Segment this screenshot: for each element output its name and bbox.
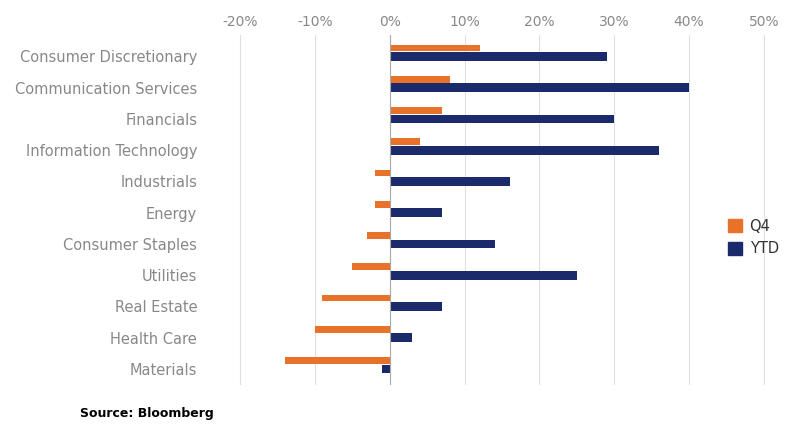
Bar <box>353 263 390 270</box>
Bar <box>367 232 390 239</box>
Bar <box>375 201 390 208</box>
Bar <box>390 333 412 342</box>
Legend: Q4, YTD: Q4, YTD <box>722 213 785 262</box>
Bar <box>390 83 689 92</box>
Bar <box>375 170 390 176</box>
Bar <box>390 45 479 51</box>
Bar <box>390 240 494 248</box>
Bar <box>322 295 390 301</box>
Bar <box>390 76 450 83</box>
Bar <box>390 177 510 186</box>
Bar <box>390 138 420 145</box>
Bar <box>390 52 606 61</box>
Bar <box>390 107 442 114</box>
Bar <box>390 271 577 280</box>
Bar <box>390 146 659 155</box>
Bar <box>382 365 390 373</box>
Bar <box>315 326 390 333</box>
Bar <box>390 302 442 311</box>
Bar <box>390 115 614 123</box>
Bar <box>390 208 442 217</box>
Text: Source: Bloomberg: Source: Bloomberg <box>80 406 214 419</box>
Bar <box>285 357 390 364</box>
